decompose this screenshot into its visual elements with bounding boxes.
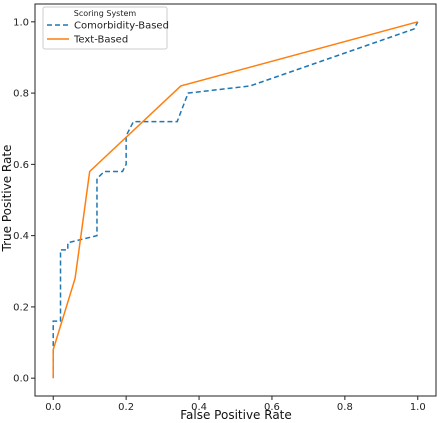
- series-line-comorbidity-based: [52, 21, 419, 379]
- y-tick-label: 0.6: [13, 160, 29, 171]
- y-tick-label: 1.0: [13, 17, 29, 28]
- y-axis-title: True Positive Rate: [0, 145, 14, 253]
- x-tick-label: 1.0: [410, 402, 426, 413]
- x-tick-label: 0.8: [337, 402, 353, 413]
- x-tick-label: 0.0: [45, 402, 61, 413]
- y-tick-label: 0.2: [13, 302, 29, 313]
- x-axis-title: False Positive Rate: [180, 408, 292, 422]
- x-tick-label: 0.4: [191, 402, 207, 413]
- legend-title: Scoring System: [74, 9, 137, 18]
- legend-label: Text-Based: [73, 35, 128, 46]
- y-tick-label: 0.8: [13, 89, 29, 100]
- y-tick-label: 0.4: [13, 231, 29, 242]
- legend-label: Comorbidity-Based: [74, 21, 169, 32]
- series-line-text-based: [52, 21, 418, 379]
- y-tick-label: 0.0: [13, 374, 29, 385]
- legend-box: [42, 6, 168, 50]
- x-tick-label: 0.2: [118, 402, 134, 413]
- plot-frame: [34, 3, 437, 397]
- x-tick-label: 0.6: [264, 402, 280, 413]
